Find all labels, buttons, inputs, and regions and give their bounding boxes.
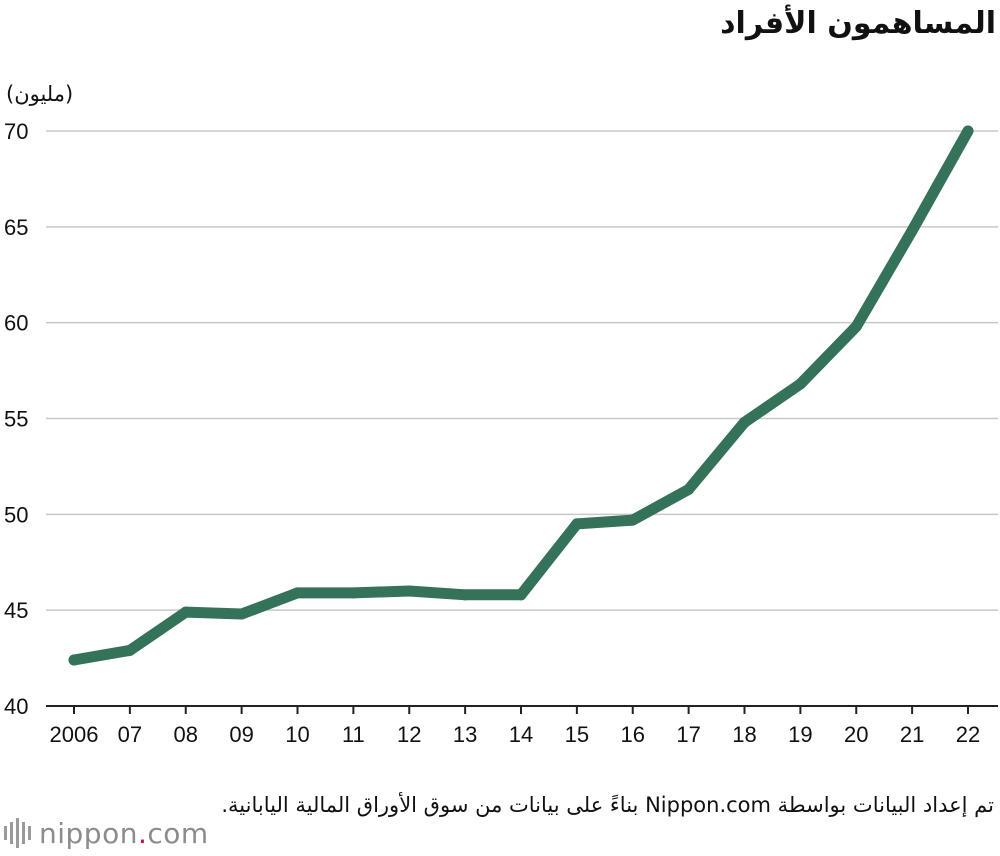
- x-tick-label: 14: [509, 722, 533, 747]
- x-axis-ticks: 2006 07 08 09 10 11 12 13 14 15 16 17 18 19 20 21 22: [50, 706, 980, 747]
- brand-dot: .: [137, 816, 148, 850]
- x-tick-label: 13: [453, 722, 477, 747]
- x-tick-label: 22: [956, 722, 980, 747]
- data-point: [180, 606, 192, 618]
- brand-logo: nippon.com: [4, 812, 209, 854]
- y-tick-label: 60: [4, 311, 28, 336]
- line-chart: 40 45 50 55 60 65 70 2006 07 08 09 10 11 12 13 14 15 16 1…: [4, 119, 998, 747]
- brand-mark-icon: [4, 818, 31, 848]
- data-point: [515, 589, 527, 601]
- x-tick-label: 12: [397, 722, 421, 747]
- y-tick-label: 70: [4, 119, 28, 144]
- data-point: [459, 589, 471, 601]
- x-tick-label: 10: [285, 722, 309, 747]
- x-tick-label: 07: [118, 722, 142, 747]
- brand-name: nippon: [39, 816, 138, 850]
- y-axis-unit-label: (مليون): [6, 82, 74, 106]
- data-point: [627, 514, 639, 526]
- x-tick-label: 11: [342, 722, 365, 747]
- source-note: تم إعداد البيانات بواسطة Nippon.com بناء…: [221, 793, 994, 817]
- data-point: [962, 125, 974, 137]
- x-tick-label: 18: [732, 722, 756, 747]
- x-tick-label: 20: [844, 722, 868, 747]
- grid-lines: [46, 130, 998, 707]
- x-tick-label: 2006: [50, 722, 99, 747]
- x-tick-label: 16: [621, 722, 645, 747]
- x-tick-label: 19: [788, 722, 812, 747]
- y-axis-ticks: 40 45 50 55 60 65 70: [4, 119, 28, 719]
- data-points: [68, 125, 974, 666]
- data-point: [403, 585, 415, 597]
- data-point: [68, 654, 80, 666]
- brand-tld: com: [147, 816, 209, 850]
- x-tick-label: 21: [900, 722, 924, 747]
- data-point: [347, 587, 359, 599]
- data-point: [739, 416, 750, 428]
- data-point: [850, 321, 862, 332]
- data-point: [124, 644, 136, 656]
- y-tick-label: 40: [4, 694, 28, 719]
- data-point: [683, 483, 695, 495]
- y-tick-label: 45: [4, 598, 28, 623]
- data-point: [236, 608, 248, 620]
- x-tick-label: 17: [676, 722, 700, 747]
- x-tick-label: 15: [565, 722, 589, 747]
- data-point: [571, 518, 583, 530]
- data-point: [292, 587, 303, 599]
- x-tick-label: 08: [174, 722, 198, 747]
- y-tick-label: 65: [4, 215, 28, 240]
- brand-wordmark: nippon.com: [39, 817, 209, 850]
- data-point: [794, 378, 806, 390]
- x-tick-label: 09: [229, 722, 253, 747]
- data-point: [906, 225, 918, 237]
- y-tick-label: 55: [4, 407, 28, 432]
- y-tick-label: 50: [4, 502, 28, 527]
- chart-title: المساهمون الأفراد: [720, 6, 996, 41]
- series-line: [68, 125, 974, 666]
